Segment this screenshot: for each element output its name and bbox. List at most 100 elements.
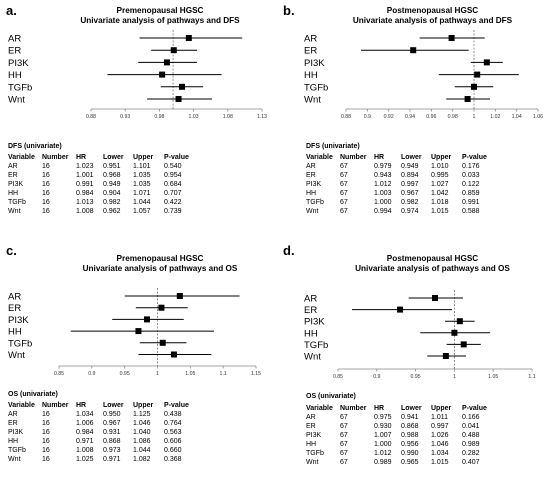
table-cell: 67 bbox=[340, 441, 348, 448]
column-header: Variable bbox=[306, 405, 333, 412]
table-cell: 0.991 bbox=[462, 199, 480, 206]
table-cell: 1.082 bbox=[133, 456, 151, 463]
table-cell: 1.015 bbox=[431, 459, 449, 466]
table-row: ER 67 0.943 0.894 0.995 0.033 bbox=[306, 171, 492, 180]
category-label: TGFb bbox=[304, 82, 328, 93]
table-cell: 0.438 bbox=[164, 411, 182, 418]
table-cell: 16 bbox=[42, 429, 50, 436]
x-tick-label: 0.93 bbox=[120, 114, 130, 120]
category-label: PI3K bbox=[304, 317, 325, 328]
table-row: PI3K 16 0.984 0.931 1.040 0.563 bbox=[8, 428, 194, 437]
table-cell: 67 bbox=[340, 459, 348, 466]
table-cell: 0.739 bbox=[164, 208, 182, 215]
table-cell: 16 bbox=[42, 163, 50, 170]
category-label: PI3K bbox=[304, 58, 325, 69]
table-cell: 0.962 bbox=[103, 208, 121, 215]
table-row: PI3K 67 1.007 0.988 1.026 0.488 bbox=[306, 431, 492, 440]
table-cell: AR bbox=[8, 411, 18, 418]
table-cell: HH bbox=[8, 438, 19, 445]
table-cell: 1.007 bbox=[374, 432, 392, 439]
table-cell: 0.588 bbox=[462, 208, 480, 215]
hr-point bbox=[451, 329, 458, 336]
table-cell: 0.368 bbox=[164, 456, 182, 463]
table-cell: 1.025 bbox=[76, 456, 94, 463]
column-header: Upper bbox=[431, 154, 452, 161]
x-tick-label: 1.02 bbox=[490, 114, 500, 120]
table-cell: 0.949 bbox=[103, 181, 121, 188]
panel-title-block: Premenopausal HGSC Univariate analysis o… bbox=[40, 254, 280, 274]
table-row: HH 67 1.000 0.956 1.046 0.989 bbox=[306, 440, 492, 449]
hr-point bbox=[170, 351, 177, 358]
x-tick-label: 1 bbox=[453, 374, 456, 380]
table-cell: 0.971 bbox=[76, 438, 94, 445]
panel-letter: d. bbox=[283, 243, 295, 258]
table-cell: 1.042 bbox=[431, 190, 449, 197]
table-row: TGFb 16 1.013 0.982 1.044 0.422 bbox=[8, 198, 194, 207]
table-cell: 1.086 bbox=[133, 438, 151, 445]
table-cell: 1.015 bbox=[431, 208, 449, 215]
hr-point bbox=[471, 83, 477, 90]
category-label: HH bbox=[8, 327, 22, 338]
table-cell: 0.941 bbox=[401, 414, 419, 421]
table-cell: 0.984 bbox=[76, 429, 94, 436]
table-cell: 16 bbox=[42, 172, 50, 179]
table-cell: 16 bbox=[42, 447, 50, 454]
column-header: P-value bbox=[462, 154, 487, 161]
category-label: Wnt bbox=[8, 350, 25, 361]
table-header-row: Variable Number HR Lower Upper P-value bbox=[306, 153, 492, 162]
table-row: AR 67 0.979 0.949 1.010 0.176 bbox=[306, 162, 492, 171]
table-cell: 0.407 bbox=[462, 459, 480, 466]
table-cell: 0.764 bbox=[164, 420, 182, 427]
hr-point bbox=[159, 71, 166, 78]
table-cell: 67 bbox=[340, 423, 348, 430]
table-cell: 0.868 bbox=[401, 423, 419, 430]
category-label: ER bbox=[8, 303, 21, 314]
table-cell: AR bbox=[306, 163, 316, 170]
table-cell: 0.967 bbox=[103, 420, 121, 427]
x-tick-label: 1.03 bbox=[189, 114, 199, 120]
table-cell: 1.000 bbox=[374, 441, 392, 448]
table-cell: 0.965 bbox=[401, 459, 419, 466]
x-tick-label: 0.9 bbox=[88, 371, 95, 377]
table-row: AR 16 1.034 0.950 1.125 0.438 bbox=[8, 410, 194, 419]
results-table: Variable Number HR Lower Upper P-value AR 67 0.9… bbox=[306, 404, 492, 467]
table-cell: TGFb bbox=[8, 447, 26, 454]
table-cell: 0.990 bbox=[401, 450, 419, 457]
column-header: Number bbox=[42, 402, 69, 409]
table-cell: 1.027 bbox=[431, 181, 449, 188]
table-cell: 1.012 bbox=[374, 450, 392, 457]
table-row: Wnt 16 1.025 0.971 1.082 0.368 bbox=[8, 455, 194, 464]
table-cell: 1.034 bbox=[431, 450, 449, 457]
panel-letter: b. bbox=[283, 3, 295, 18]
table-cell: 0.930 bbox=[374, 423, 392, 430]
x-tick-label: 1.04 bbox=[512, 114, 522, 120]
table-cell: 0.894 bbox=[401, 172, 419, 179]
table-cell: HH bbox=[306, 441, 317, 448]
x-tick-label: 1.15 bbox=[251, 371, 261, 377]
table-cell: 0.868 bbox=[103, 438, 121, 445]
table-cell: 1.035 bbox=[133, 172, 151, 179]
column-header: Lower bbox=[401, 154, 422, 161]
table-cell: 1.010 bbox=[431, 163, 449, 170]
hr-point bbox=[464, 96, 471, 102]
table-row: Wnt 67 0.989 0.965 1.015 0.407 bbox=[306, 458, 492, 467]
table-cell: 67 bbox=[340, 450, 348, 457]
table-cell: 0.951 bbox=[103, 163, 121, 170]
results-table: Variable Number HR Lower Upper P-value AR 16 1.0… bbox=[8, 401, 194, 464]
hr-point bbox=[185, 35, 192, 41]
forest-plot: 0.88 0.9 0.92 0.94 0.96 0.98 1 1.02 1.04 1.06 ARER… bbox=[304, 30, 543, 120]
table-cell: 0.997 bbox=[431, 423, 449, 430]
hr-point bbox=[442, 353, 449, 359]
table-cell: 1.046 bbox=[133, 420, 151, 427]
table-row: ER 67 0.930 0.868 0.997 0.041 bbox=[306, 422, 492, 431]
column-header: Lower bbox=[103, 154, 124, 161]
x-tick-label: 0.85 bbox=[54, 371, 64, 377]
column-header: Number bbox=[42, 154, 69, 161]
x-tick-label: 1.13 bbox=[257, 114, 267, 120]
column-header: HR bbox=[374, 154, 385, 161]
x-tick-label: 1.1 bbox=[528, 374, 535, 380]
hr-point bbox=[143, 316, 150, 323]
table-row: Wnt 67 0.994 0.974 1.015 0.588 bbox=[306, 207, 492, 216]
table-cell: 1.013 bbox=[76, 199, 94, 206]
table-cell: 1.008 bbox=[76, 447, 94, 454]
